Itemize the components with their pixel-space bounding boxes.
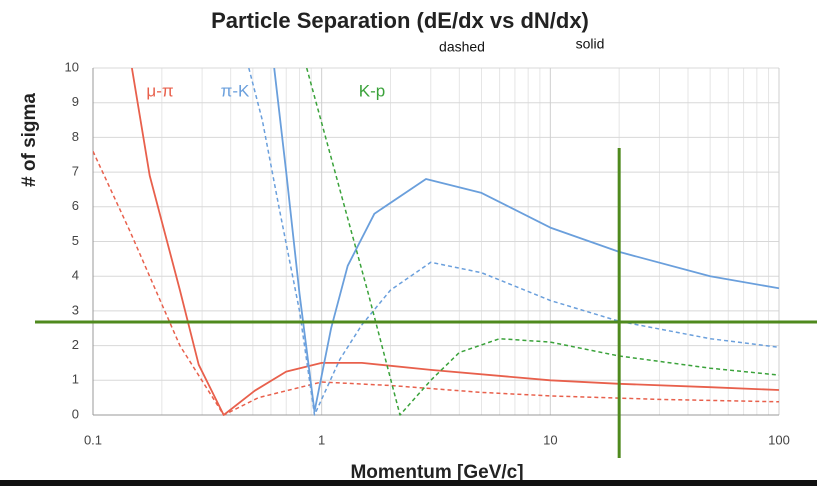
series-label: π-K	[221, 81, 250, 100]
curve-dashed	[248, 68, 779, 416]
y-tick-label: 3	[72, 302, 79, 317]
y-tick-label: 4	[72, 268, 79, 283]
curve-dashed	[305, 68, 779, 416]
grid: 0 1 2 3 4 5 6 7 8 9 10 0.1 1 10 100	[65, 59, 790, 447]
bottom-bar	[0, 480, 817, 486]
y-tick-label: 8	[72, 129, 79, 144]
y-tick-label: 2	[72, 337, 79, 352]
y-tick-label: 9	[72, 94, 79, 109]
chart-title: Particle Separation (dE/dx vs dN/dx)	[211, 8, 589, 33]
series-label: μ-π	[146, 81, 173, 100]
y-tick-label: 6	[72, 198, 79, 213]
curve-dashed	[93, 150, 779, 416]
x-tick-label: 0.1	[84, 432, 102, 447]
y-axis-label: # of sigma	[19, 93, 40, 187]
y-tick-label: 7	[72, 164, 79, 179]
annotation: dashed	[439, 39, 485, 55]
y-tick-label: 1	[72, 372, 79, 387]
y-tick-label: 5	[72, 233, 79, 248]
annotation: solid	[576, 36, 605, 52]
x-axis-label: Momentum [GeV/c]	[350, 462, 523, 483]
reference-lines	[35, 148, 817, 458]
curve-solid	[273, 68, 779, 413]
series-label: K-p	[359, 81, 385, 100]
y-tick-label: 10	[65, 59, 79, 74]
x-tick-label: 10	[543, 432, 557, 447]
curve-solid	[131, 68, 779, 416]
x-tick-label: 100	[768, 432, 790, 447]
x-tick-label: 1	[318, 432, 325, 447]
y-tick-label: 0	[72, 406, 79, 421]
